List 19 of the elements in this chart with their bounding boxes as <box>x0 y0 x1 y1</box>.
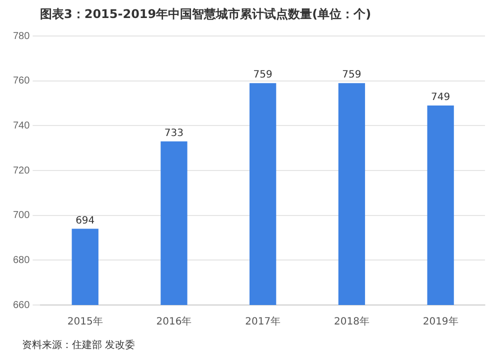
y-tick-label: 680 <box>12 254 30 266</box>
x-tick-label: 2019年 <box>422 316 458 328</box>
x-tick-label: 2015年 <box>67 316 103 328</box>
data-label: 733 <box>164 128 184 139</box>
y-tick-label: 660 <box>12 300 30 311</box>
y-tick-label: 780 <box>12 30 30 42</box>
x-tick-label: 2017年 <box>245 316 281 328</box>
data-label: 694 <box>76 215 95 226</box>
data-label: 749 <box>431 92 450 104</box>
y-tick-label: 720 <box>12 165 30 176</box>
y-tick-label: 760 <box>12 76 30 87</box>
x-tick-label: 2018年 <box>334 316 370 328</box>
chart-title: 图表3：2015-2019年中国智慧城市累计试点数量(单位：个) <box>40 6 372 23</box>
y-tick-label: 740 <box>12 120 30 132</box>
x-tick-label: 2016年 <box>156 316 192 328</box>
text: 资料来源：住建部 发改委 <box>22 338 136 352</box>
data-label: 759 <box>342 70 362 81</box>
data-label: 759 <box>253 70 272 81</box>
y-tick-label: 700 <box>12 210 30 222</box>
